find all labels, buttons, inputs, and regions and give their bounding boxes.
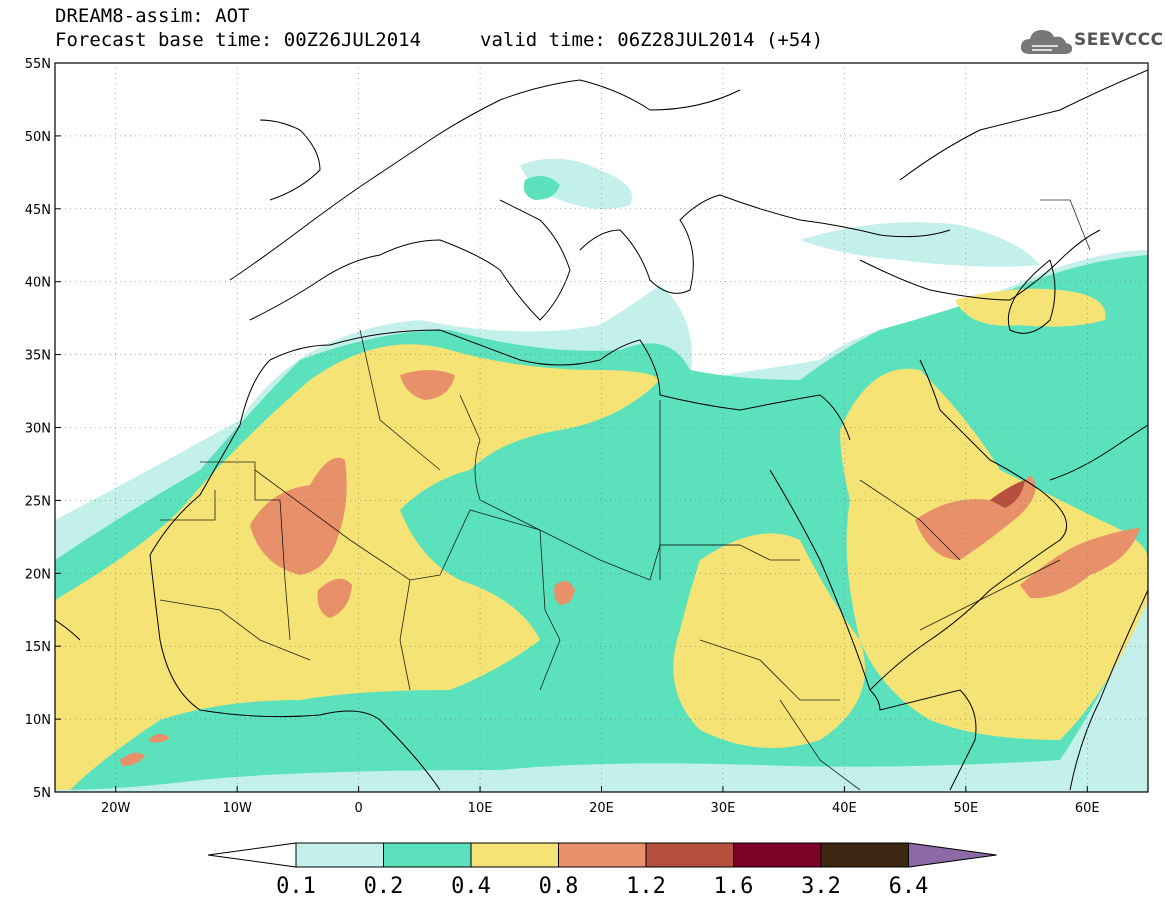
aot-band-0.4-sahel <box>673 533 865 748</box>
country-borders <box>159 199 1091 791</box>
graticule <box>55 63 1148 792</box>
colorbar-box <box>470 842 559 868</box>
lon-tick-label: 0 <box>354 801 362 816</box>
lat-tick-label: 15N <box>25 640 51 655</box>
logo-text: SEEVCCC <box>1074 30 1164 50</box>
colorbar-label: 0.2 <box>364 874 404 899</box>
lon-tick-label: 40E <box>832 801 857 816</box>
colorbar-box <box>733 842 822 868</box>
aot-band-0.8-oman <box>1020 528 1140 599</box>
aot-band-0.1-black-sea <box>800 222 1040 267</box>
aot-band-0.4-arabia <box>840 368 1148 740</box>
aot-band-1.2-gulf-core <box>990 480 1025 508</box>
cloud-icon <box>1020 30 1073 54</box>
colorbar-label: 1.6 <box>714 874 754 899</box>
lon-tick-label: 30E <box>711 801 736 816</box>
colorbar-label: 1.2 <box>626 874 666 899</box>
aot-band-0.8-libya <box>150 734 170 743</box>
aot-band-0.8-algeria <box>400 370 455 400</box>
lat-tick-label: 30N <box>25 422 51 437</box>
aot-band-0.2-balkans <box>523 176 560 200</box>
aot-band-0.8-chad <box>554 581 575 605</box>
aot-field <box>55 63 1148 792</box>
lat-tick-label: 45N <box>25 203 51 218</box>
colorbar-label: 0.4 <box>451 874 491 899</box>
axis-ticks: 55N 50N 45N 40N 35N 30N 25N 20N 15N 10N 5N 20W 10W 0 1… <box>25 57 1100 816</box>
colorbar-label: 0.1 <box>276 874 316 899</box>
forecast-base-time: Forecast base time: 00Z26JUL2014 <box>55 29 422 51</box>
lon-tick-label: 20E <box>589 801 614 816</box>
lon-tick-label: 60E <box>1075 801 1100 816</box>
lon-tick-label: 10E <box>468 801 493 816</box>
lat-tick-label: 50N <box>25 130 51 145</box>
colorbar-box <box>383 842 472 868</box>
aot-band-0.4 <box>55 344 660 790</box>
colorbar-box <box>820 842 909 868</box>
lat-tick-label: 25N <box>25 494 51 509</box>
lon-tick-label: 20W <box>101 801 131 816</box>
map-title: DREAM8-assim: AOT <box>55 5 250 27</box>
aot-band-0.8-sahara <box>250 457 347 575</box>
aot-band-0.8-guinea <box>120 752 145 766</box>
lat-tick-label: 55N <box>25 57 51 72</box>
aot-band-0.8-mali <box>317 578 352 618</box>
colorbar-box <box>645 842 734 868</box>
lat-tick-label: 40N <box>25 276 51 291</box>
lon-tick-label: 10W <box>222 801 252 816</box>
colorbar-box <box>558 842 647 868</box>
lon-tick-label: 50E <box>953 801 978 816</box>
aot-band-0.1-north <box>520 158 632 209</box>
lat-tick-label: 35N <box>25 349 51 364</box>
aot-band-0.4-caspian <box>955 288 1106 327</box>
seevccc-logo: SEEVCCC <box>1018 20 1163 60</box>
lat-tick-label: 20N <box>25 567 51 582</box>
colorbar-label: 0.8 <box>539 874 579 899</box>
coastlines <box>55 69 1148 791</box>
valid-time: valid time: 06Z28JUL2014 (+54) <box>480 29 824 51</box>
colorbar-label: 3.2 <box>801 874 841 899</box>
lat-tick-label: 5N <box>33 786 51 801</box>
colorbar-under-triangle <box>207 842 297 868</box>
colorbar-over-triangle <box>908 842 997 868</box>
lat-tick-label: 10N <box>25 713 51 728</box>
colorbar-label: 6.4 <box>889 874 929 899</box>
colorbar-box <box>295 842 384 868</box>
